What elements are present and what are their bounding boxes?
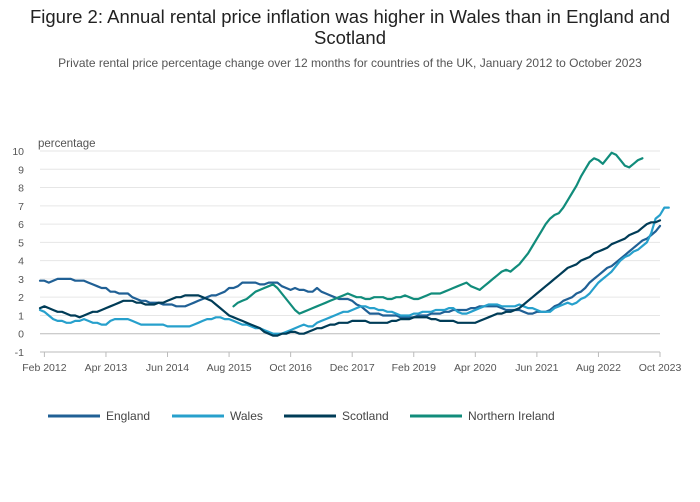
- y-tick-label: 8: [18, 183, 24, 195]
- legend-label-wales: Wales: [230, 409, 263, 423]
- y-tick-label: 6: [18, 219, 24, 231]
- y-tick-label: 1: [18, 310, 24, 322]
- legend-label-scotland: Scotland: [342, 409, 389, 423]
- series-line-england: [38, 224, 662, 319]
- x-tick-label: Feb 2019: [392, 362, 437, 374]
- y-tick-label: 7: [18, 201, 24, 213]
- y-tick-label: 0: [18, 329, 24, 341]
- legend-label-northern-ireland: Northern Ireland: [468, 409, 555, 423]
- y-axis-label: percentage: [38, 138, 96, 150]
- x-tick-label: Dec 2017: [330, 362, 375, 374]
- chart-header: Figure 2: Annual rental price inflation …: [0, 6, 700, 70]
- series-line-scotland: [38, 219, 662, 337]
- chart-title: Figure 2: Annual rental price inflation …: [29, 6, 670, 48]
- x-tick-label: Aug 2022: [576, 362, 621, 374]
- series-line-northern-ireland: [232, 151, 644, 315]
- series-line-wales: [38, 206, 670, 335]
- x-tick-label: Apr 2013: [85, 362, 128, 374]
- x-tick-label: Jun 2014: [146, 362, 189, 374]
- y-tick-label: 10: [12, 146, 24, 158]
- x-tick-label: Jun 2021: [515, 362, 558, 374]
- x-tick-label: Aug 2015: [207, 362, 252, 374]
- x-tick-label: Oct 2016: [269, 362, 312, 374]
- x-tick-label: Apr 2020: [454, 362, 497, 374]
- y-tick-label: -1: [15, 347, 24, 359]
- legend-label-england: England: [106, 409, 150, 423]
- y-tick-label: 3: [18, 274, 24, 286]
- y-tick-label: 5: [18, 237, 24, 249]
- y-tick-label: 2: [18, 292, 24, 304]
- x-tick-label: Feb 2012: [22, 362, 67, 374]
- x-tick-label: Oct 2023: [639, 362, 682, 374]
- y-tick-label: 9: [18, 164, 24, 176]
- y-tick-label: 4: [18, 256, 24, 268]
- chart-subtitle: Private rental price percentage change o…: [58, 56, 642, 70]
